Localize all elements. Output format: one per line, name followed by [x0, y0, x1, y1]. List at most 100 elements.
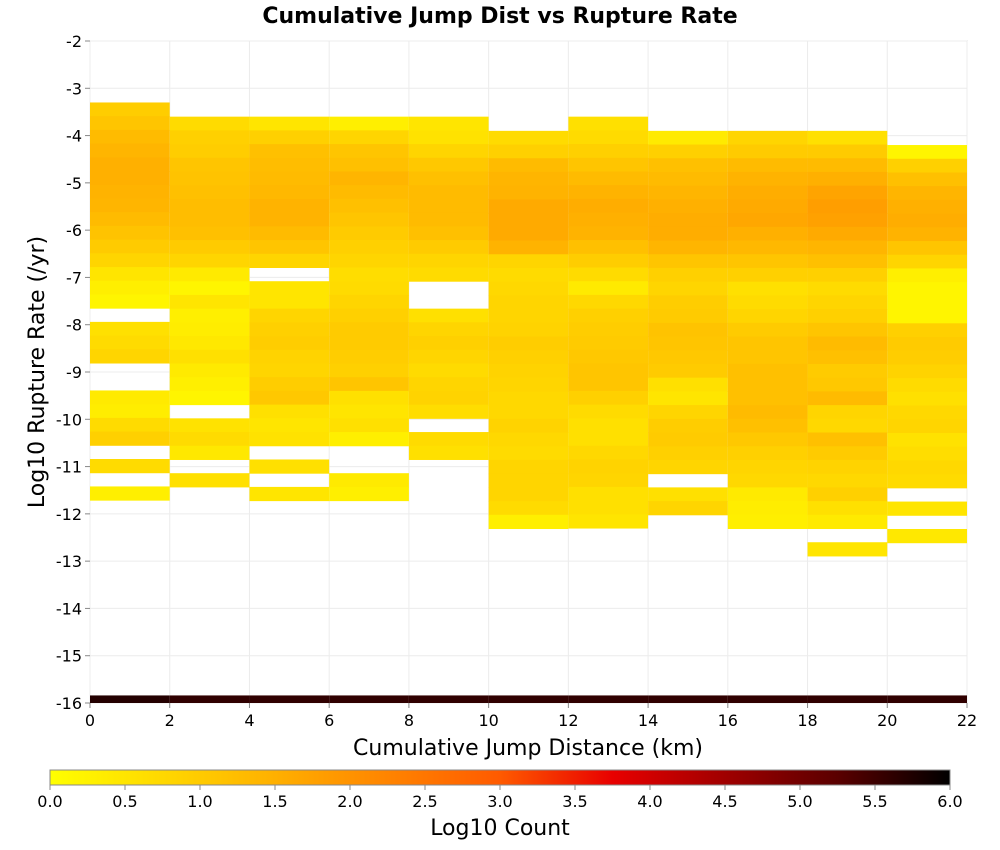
heatmap-cell [887, 528, 967, 544]
heatmap-cell [408, 267, 489, 282]
y-tick-label: -12 [56, 505, 82, 524]
heatmap-cell [887, 254, 967, 269]
heatmap-cell [887, 419, 967, 434]
colorbar-ticks: 0.0 0.5 1.0 1.5 2.0 2.5 3.0 3.5 4.0 4.5 5.0 5.5 6.0 [37, 785, 963, 811]
colorbar-tick-label: 4.0 [637, 792, 662, 811]
heatmap-cell [568, 418, 649, 433]
heatmap-cell [90, 157, 170, 172]
heatmap-cell [169, 144, 250, 159]
y-tick-label: -4 [66, 127, 82, 146]
heatmap-cell [90, 390, 170, 405]
heatmap-cell [887, 172, 967, 187]
heatmap-cell [807, 336, 888, 351]
heatmap-cell [807, 446, 888, 461]
heatmap-cell [887, 241, 967, 256]
heatmap-cell [408, 144, 489, 159]
heatmap-cell [408, 336, 489, 351]
heatmap-cell [887, 405, 967, 420]
heatmap-cell [887, 378, 967, 393]
heatmap-cell [648, 226, 728, 242]
heatmap-cell [568, 322, 649, 337]
x-tick-label: 22 [957, 711, 977, 730]
colorbar-tick-label: 2.0 [337, 792, 362, 811]
heatmap-cell [249, 157, 330, 173]
heatmap-cell [807, 322, 888, 338]
heatmap-cell [648, 501, 728, 516]
heatmap-cell [329, 116, 409, 131]
heatmap-cell [488, 281, 569, 296]
heatmap-cell [249, 116, 330, 131]
heatmap-cell [169, 130, 250, 145]
heatmap-cell [249, 226, 330, 241]
colorbar-tick-label: 0.0 [37, 792, 62, 811]
heatmap-cell [408, 212, 489, 227]
heatmap-cell [488, 391, 569, 406]
heatmap-cell [727, 350, 808, 365]
heatmap-cell [887, 227, 967, 242]
heatmap-cell [90, 102, 170, 117]
heatmap-cell [568, 226, 649, 241]
heatmap-cell [249, 390, 330, 406]
heatmap-cell [807, 309, 888, 324]
heatmap-cell [727, 144, 808, 159]
heatmap-cell [568, 404, 649, 419]
heatmap-cell [329, 349, 409, 364]
heatmap-cell-bottom [727, 695, 808, 703]
heatmap-cell [807, 459, 888, 475]
heatmap-cell [568, 157, 649, 173]
heatmap-cell-bottom [408, 695, 489, 703]
heatmap-cell [169, 336, 250, 351]
heatmap-cell [90, 239, 170, 254]
heatmap-cell [329, 281, 409, 296]
heatmap-cell [329, 377, 409, 392]
heatmap-cell [169, 253, 250, 268]
heatmap-cell [648, 171, 728, 187]
heatmap-cell-bottom [169, 695, 250, 703]
heatmap-cell [807, 226, 888, 242]
heatmap-cell [568, 130, 649, 145]
heatmap-cell [408, 130, 489, 145]
heatmap-cell [488, 144, 569, 159]
heatmap-cell [648, 446, 728, 461]
heatmap-cell [648, 487, 728, 502]
heatmap-cell [727, 405, 808, 420]
heatmap-cell [807, 281, 888, 296]
heatmap-cell [488, 514, 569, 530]
x-tick-label: 6 [324, 711, 334, 730]
heatmap-cell [807, 171, 888, 187]
heatmap-cell [488, 377, 569, 392]
heatmap-cell [329, 390, 409, 406]
heatmap-cells [90, 102, 967, 703]
heatmap-cell [249, 308, 330, 323]
heatmap-cell [169, 116, 250, 131]
heatmap-cell [807, 254, 888, 269]
heatmap-cell [648, 185, 728, 200]
x-tick-label: 4 [244, 711, 254, 730]
heatmap-cell [169, 363, 250, 378]
heatmap-cell [568, 116, 649, 131]
heatmap-cell [488, 254, 569, 269]
colorbar-tick-label: 3.5 [562, 792, 587, 811]
heatmap-cell [727, 363, 808, 379]
heatmap-cell [408, 157, 489, 173]
heatmap-cell [648, 144, 728, 159]
heatmap-cell [648, 295, 728, 310]
heatmap-cell [648, 377, 728, 392]
heatmap-cell [887, 350, 967, 365]
heatmap-cell [408, 377, 489, 392]
heatmap-cell [887, 432, 967, 448]
heatmap-cell [169, 349, 250, 364]
heatmap-cell [488, 226, 569, 242]
heatmap-cell [727, 418, 808, 434]
heatmap-cell [568, 185, 649, 200]
y-axis-ticks: -2 -3 -4 -5 -6 -7 -8 -9 -10 -11 -12 -13 -14 -15 -16 [56, 32, 90, 713]
heatmap-cell [329, 336, 409, 351]
heatmap-cell [648, 391, 728, 406]
heatmap-cell [408, 171, 489, 186]
heatmap-cell [727, 295, 808, 310]
heatmap-cell-bottom [329, 695, 409, 703]
heatmap-cell [887, 186, 967, 201]
y-tick-label: -3 [66, 79, 82, 98]
heatmap-cell [249, 418, 330, 433]
heatmap-cell [807, 350, 888, 365]
